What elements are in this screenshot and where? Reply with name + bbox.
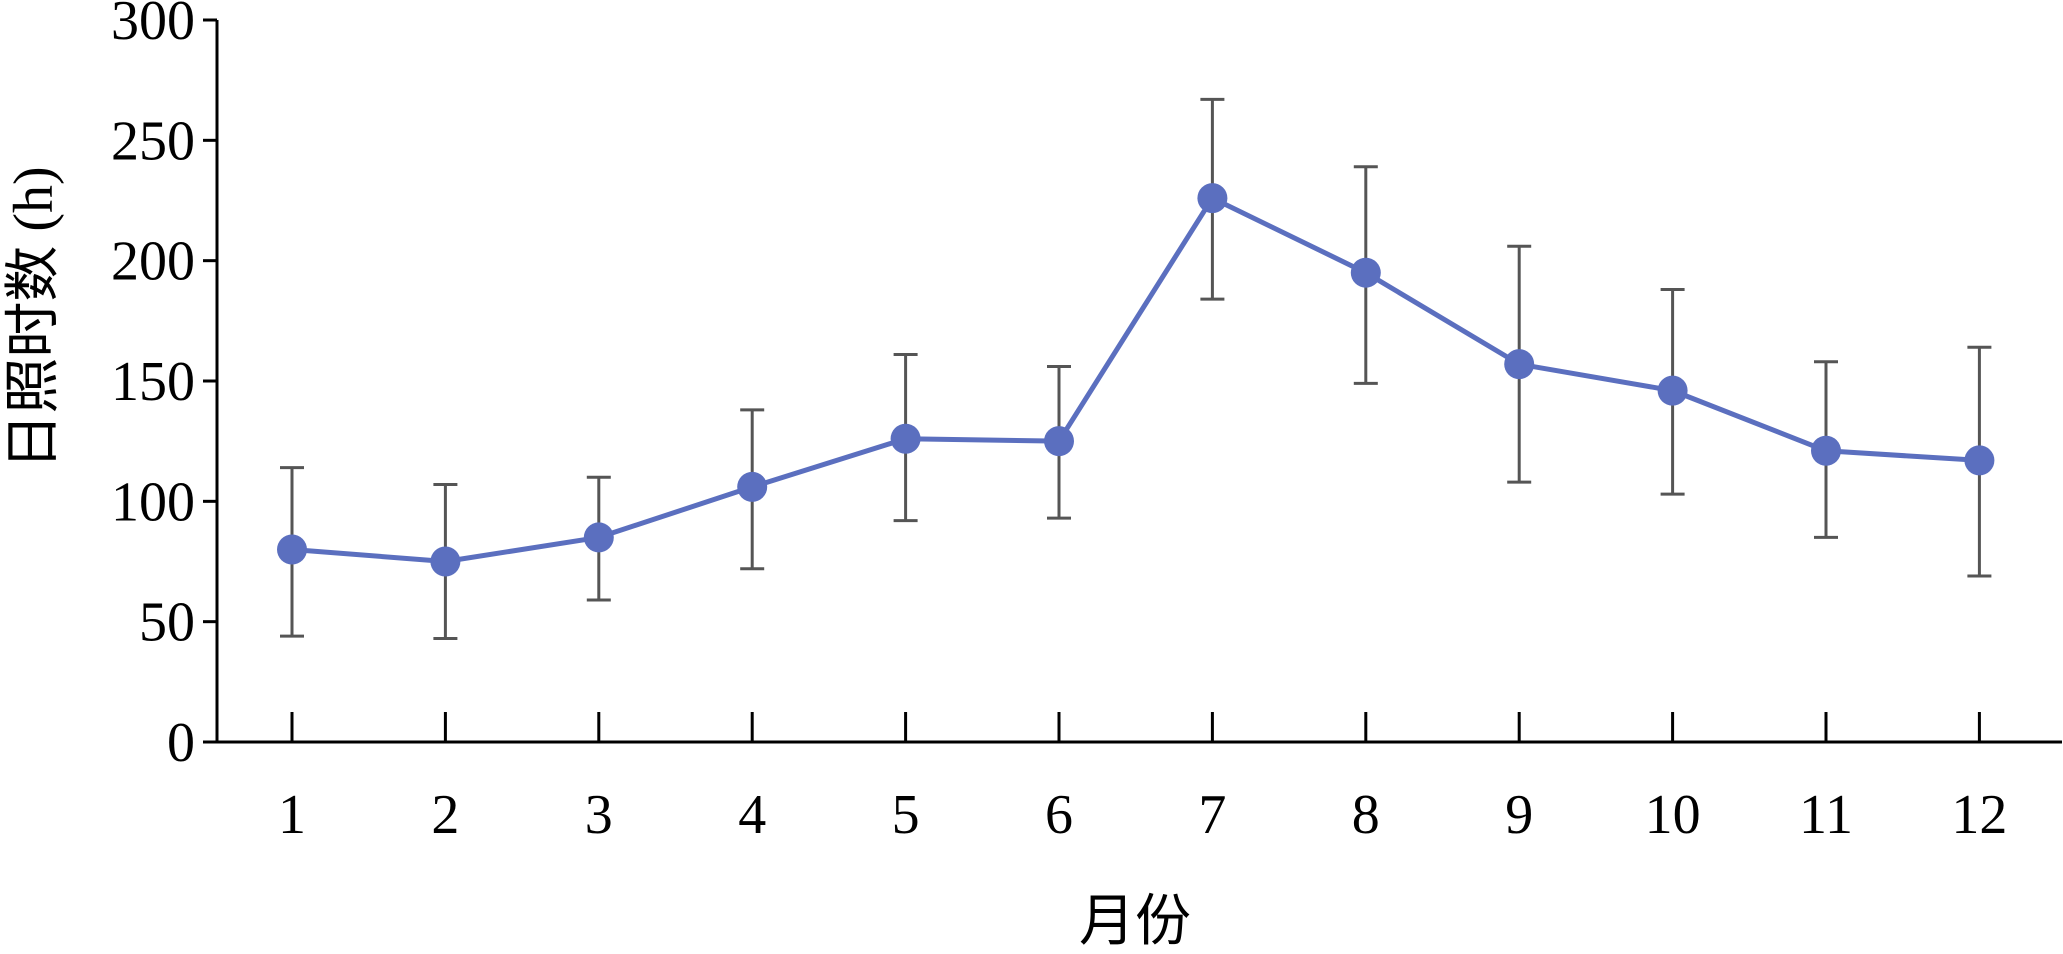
x-tick-label-8: 8 <box>1352 784 1380 846</box>
x-tick-label-1: 1 <box>278 784 306 846</box>
y-tick-label-0: 0 <box>167 712 195 774</box>
y-tick-label-300: 300 <box>111 0 195 52</box>
y-tick-label-250: 250 <box>111 110 195 172</box>
x-tick-label-2: 2 <box>431 784 459 846</box>
data-point-6 <box>1044 426 1074 457</box>
y-tick-label-150: 150 <box>111 351 195 413</box>
data-point-5 <box>890 423 921 454</box>
data-point-2 <box>430 546 461 577</box>
y-ticks: 0 50 100 150 200 250 300 <box>111 0 217 774</box>
x-tick-label-4: 4 <box>738 784 766 846</box>
data-point-9 <box>1504 349 1535 380</box>
data-point-10 <box>1657 375 1688 406</box>
data-point-1 <box>277 534 307 565</box>
x-tick-label-5: 5 <box>892 784 920 846</box>
x-tick-label-11: 11 <box>1799 784 1853 846</box>
x-tick-label-3: 3 <box>585 784 613 846</box>
x-ticks: 1 2 3 4 5 6 7 8 9 10 11 12 <box>278 712 2007 846</box>
y-axis-title: 日照时数 (h) <box>3 166 65 469</box>
x-tick-label-12: 12 <box>1951 784 2007 846</box>
y-tick-label-100: 100 <box>111 471 195 533</box>
data-point-7 <box>1197 183 1228 214</box>
data-point-4 <box>737 471 768 502</box>
y-tick-label-50: 50 <box>139 592 195 654</box>
data-point-11 <box>1811 435 1841 466</box>
x-tick-label-6: 6 <box>1045 784 1073 846</box>
y-tick-label-200: 200 <box>111 231 195 293</box>
x-tick-label-10: 10 <box>1645 784 1701 846</box>
data-point-3 <box>583 522 614 553</box>
x-axis-title: 月份 <box>1079 891 1191 953</box>
series-line <box>291 195 1980 564</box>
x-tick-label-7: 7 <box>1198 784 1226 846</box>
error-bars <box>280 97 1992 641</box>
axes <box>215 20 2062 744</box>
data-point-8 <box>1350 257 1381 288</box>
x-tick-label-9: 9 <box>1505 784 1533 846</box>
series-layer <box>277 183 1995 577</box>
data-point-12 <box>1964 445 1995 476</box>
